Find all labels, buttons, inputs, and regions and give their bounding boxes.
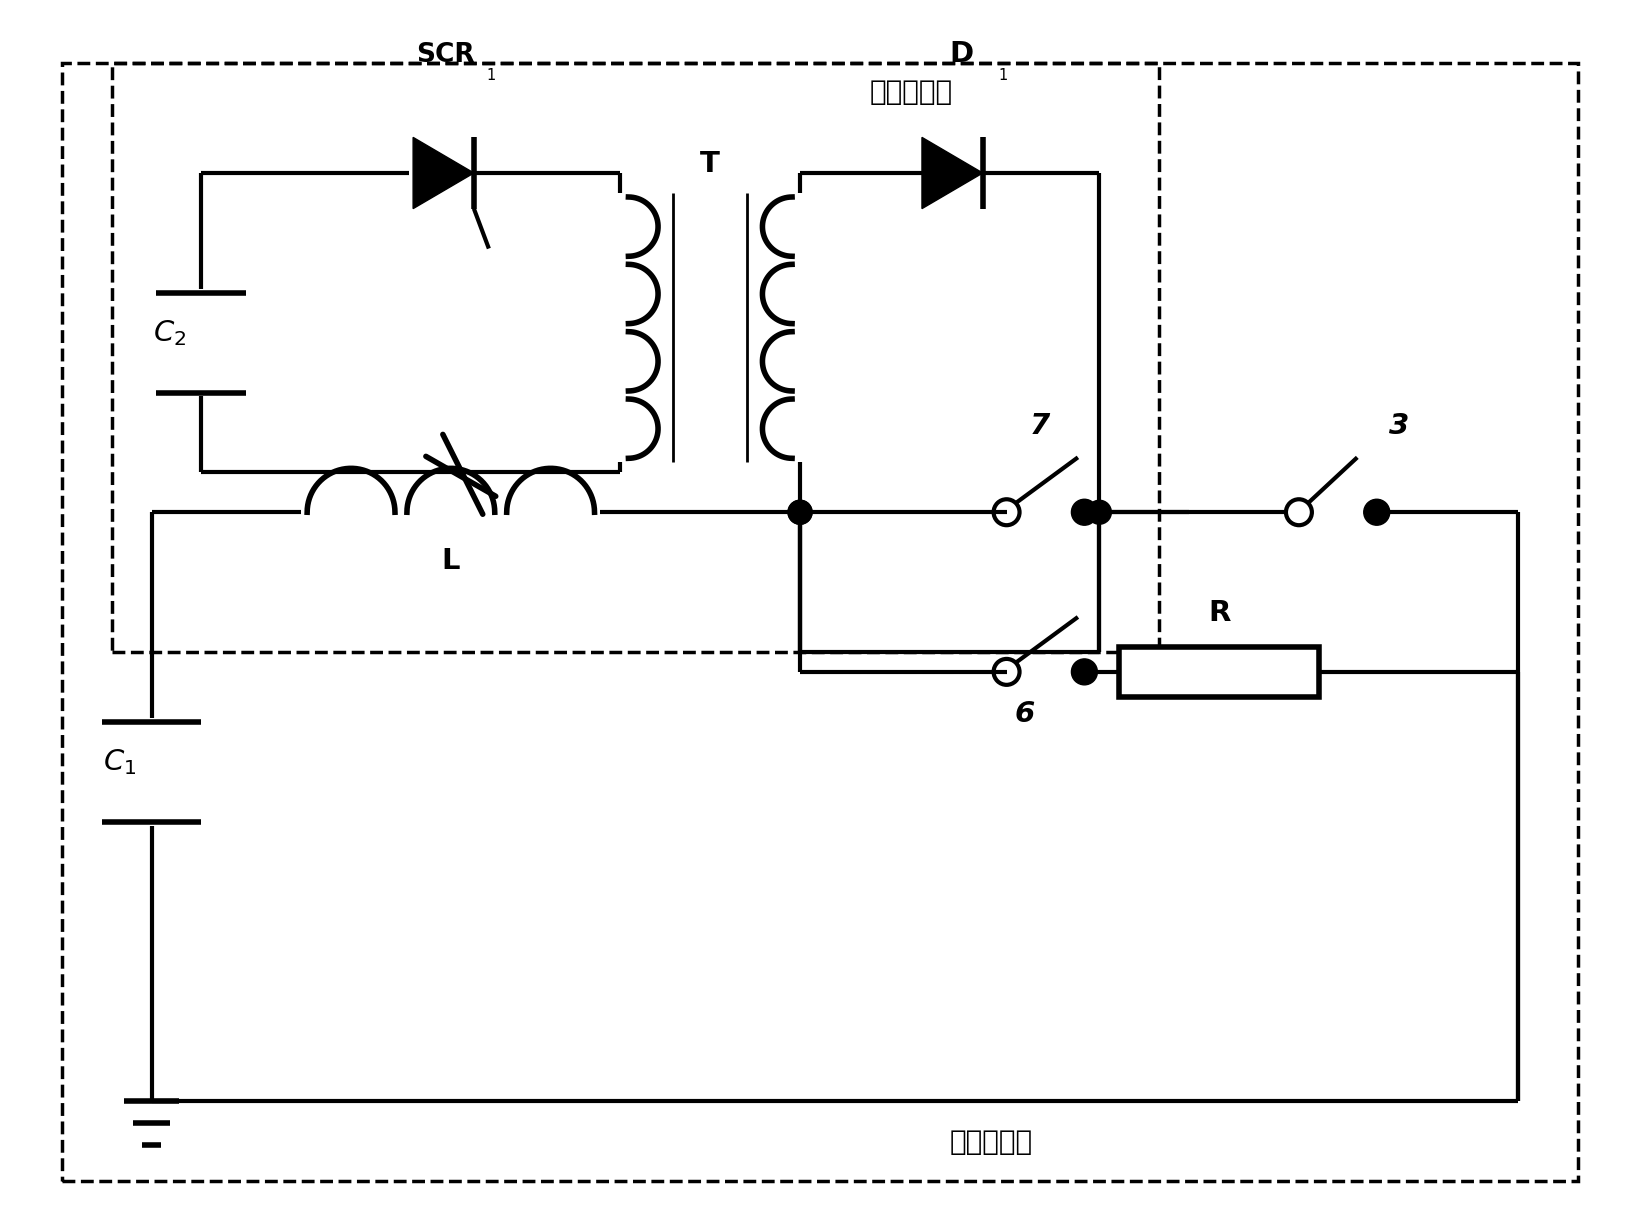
- Text: $_1$: $_1$: [485, 63, 495, 84]
- Text: 7: 7: [1029, 413, 1049, 440]
- Circle shape: [1087, 500, 1111, 524]
- Text: 6: 6: [1015, 700, 1034, 728]
- Circle shape: [1070, 659, 1096, 685]
- Text: $_1$: $_1$: [997, 63, 1006, 84]
- Circle shape: [1070, 499, 1096, 525]
- Text: 主放电电路: 主放电电路: [949, 1127, 1033, 1156]
- Circle shape: [1364, 499, 1388, 525]
- Polygon shape: [921, 138, 982, 208]
- Text: $C_1$: $C_1$: [103, 747, 136, 776]
- Circle shape: [788, 500, 811, 524]
- Circle shape: [788, 500, 811, 524]
- Text: T: T: [700, 150, 720, 177]
- Text: SCR: SCR: [416, 42, 474, 68]
- Text: D: D: [949, 41, 974, 68]
- Text: $C_2$: $C_2$: [152, 318, 187, 347]
- Text: L: L: [441, 547, 461, 575]
- Text: 预电离电路: 预电离电路: [869, 78, 952, 106]
- Polygon shape: [413, 138, 474, 208]
- Bar: [1119, 647, 1318, 697]
- Text: R: R: [1208, 599, 1229, 627]
- Text: 3: 3: [1388, 413, 1408, 440]
